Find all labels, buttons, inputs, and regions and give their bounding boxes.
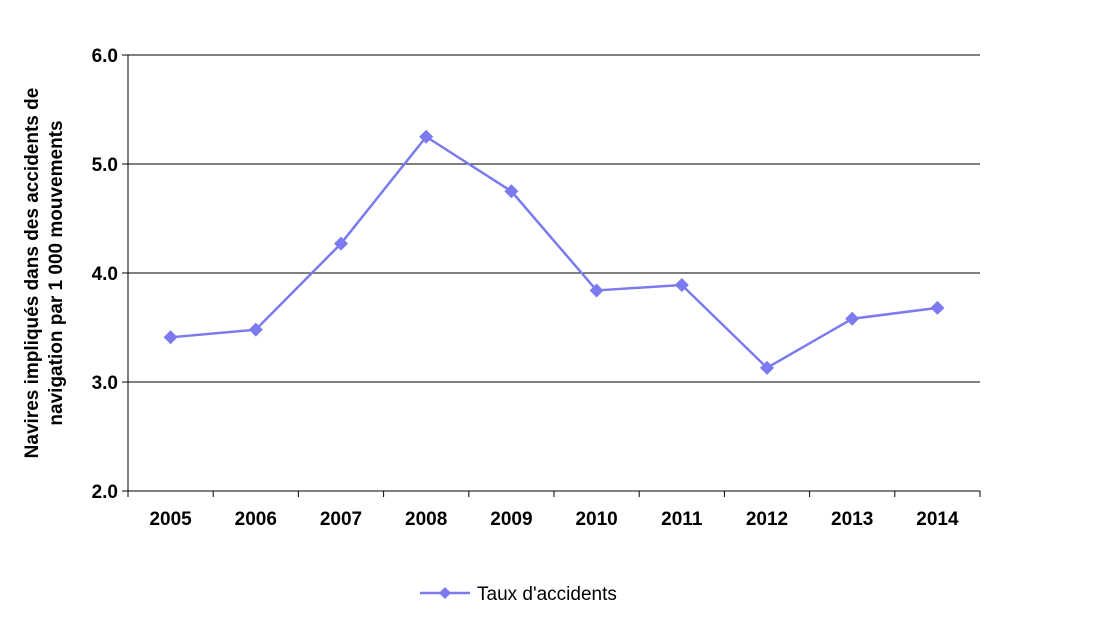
y-tick-label: 4.0 — [92, 264, 118, 285]
data-point-2012 — [760, 360, 774, 375]
series-layer — [163, 129, 945, 375]
legend: Taux d'accidents — [420, 584, 617, 605]
x-tick-label: 2010 — [575, 509, 617, 530]
y-axis-title: Navires impliqués dans des accidents de n… — [22, 88, 67, 459]
data-point-2006 — [248, 322, 263, 337]
series-line — [170, 135, 938, 370]
data-point-2008 — [419, 129, 434, 144]
gridlines — [128, 54, 980, 383]
x-axis-ticks: 2005 2006 2007 2008 2009 2010 2011 2012 2013 2014 — [127, 491, 981, 530]
x-tick-label: 2008 — [405, 509, 447, 530]
y-tick-label: 5.0 — [92, 155, 118, 176]
x-tick-label: 2009 — [490, 509, 532, 530]
data-point-2013 — [845, 311, 860, 326]
data-point-2010 — [589, 283, 604, 298]
y-tick-label: 2.0 — [92, 482, 118, 503]
data-point-2009 — [504, 184, 519, 199]
data-point-2005 — [163, 330, 178, 345]
data-point-2014 — [930, 300, 945, 315]
data-point-2007 — [334, 236, 348, 251]
y-axis-title-line: navigation par 1 000 mouvements — [46, 120, 67, 425]
legend-marker-diamond — [439, 587, 451, 599]
x-tick-label: 2014 — [916, 509, 959, 530]
x-tick-label: 2005 — [149, 509, 192, 530]
x-tick-label: 2011 — [661, 509, 703, 530]
y-tick-label: 6.0 — [92, 46, 118, 67]
y-axis-ticks: 2.0 3.0 4.0 5.0 6.0 — [92, 46, 128, 503]
x-tick-label: 2006 — [235, 509, 277, 530]
data-point-2011 — [674, 277, 689, 292]
legend-label: Taux d'accidents — [477, 584, 617, 605]
y-tick-label: 3.0 — [92, 373, 118, 394]
x-tick-label: 2012 — [746, 509, 788, 530]
x-tick-label: 2013 — [831, 509, 873, 530]
y-axis-title-line: Navires impliqués dans des accidents de — [22, 88, 43, 459]
x-tick-label: 2007 — [320, 509, 362, 530]
